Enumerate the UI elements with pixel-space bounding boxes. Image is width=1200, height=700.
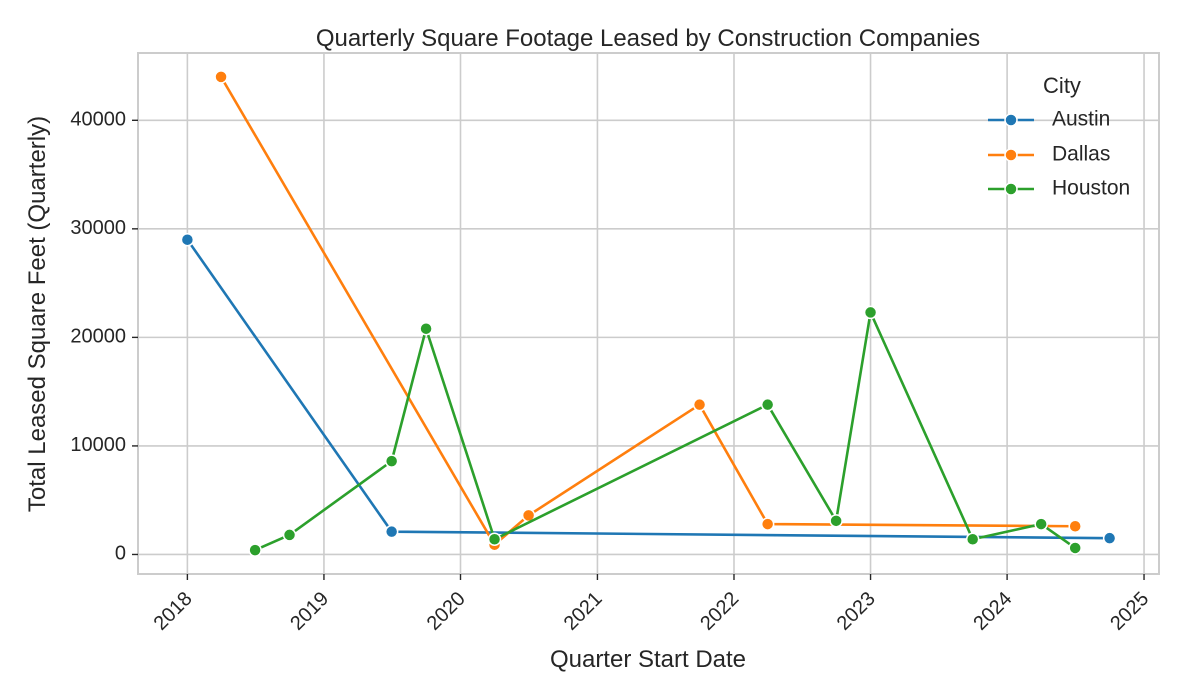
legend-label: Dallas xyxy=(1052,143,1110,166)
legend-label: Houston xyxy=(1052,177,1130,200)
dallas-line xyxy=(219,75,1077,546)
legend-swatch-marker xyxy=(1004,182,1018,196)
houston-point xyxy=(282,528,297,542)
series-houston xyxy=(248,305,1082,557)
series-layer xyxy=(180,70,1117,557)
plot-frame xyxy=(137,52,1160,575)
legend-label: Austin xyxy=(1052,108,1110,131)
legend-item-austin: Austin xyxy=(988,108,1110,131)
austin-point xyxy=(1102,531,1117,545)
y-axis-title: Total Leased Square Feet (Quarterly) xyxy=(24,116,51,512)
dallas-point xyxy=(214,70,228,84)
y-tick-label: 10000 xyxy=(70,434,126,456)
houston-point xyxy=(384,454,399,468)
austin-point xyxy=(384,524,399,539)
chart-title: Quarterly Square Footage Leased by Const… xyxy=(316,25,980,52)
houston-point xyxy=(965,532,980,547)
grid xyxy=(138,53,1159,574)
legend-item-houston: Houston xyxy=(988,177,1130,200)
houston-point xyxy=(248,543,262,557)
series-austin xyxy=(180,232,1117,545)
y-tick-label: 30000 xyxy=(70,217,126,239)
houston-point xyxy=(1068,541,1082,555)
y-tick-label: 0 xyxy=(115,543,126,565)
dallas-point xyxy=(1068,519,1082,533)
houston-point xyxy=(829,514,843,528)
dallas-point xyxy=(692,397,707,412)
series-dallas xyxy=(214,70,1082,552)
y-tick-label: 40000 xyxy=(70,109,126,131)
y-tick-label: 20000 xyxy=(70,326,126,348)
legend-title: City xyxy=(1043,73,1081,98)
houston-point xyxy=(1034,517,1048,531)
legend: City Austin Dallas Houston xyxy=(988,73,1130,200)
houston-point xyxy=(487,532,502,547)
houston-point xyxy=(863,305,878,320)
houston-point xyxy=(419,321,433,336)
legend-swatch-marker xyxy=(1004,113,1018,127)
legend-item-dallas: Dallas xyxy=(988,143,1110,166)
x-axis-title: Quarter Start Date xyxy=(550,646,746,673)
austin-point xyxy=(180,232,195,247)
dallas-point xyxy=(760,517,775,531)
legend-swatch-marker xyxy=(1004,148,1018,162)
houston-point xyxy=(760,397,775,412)
